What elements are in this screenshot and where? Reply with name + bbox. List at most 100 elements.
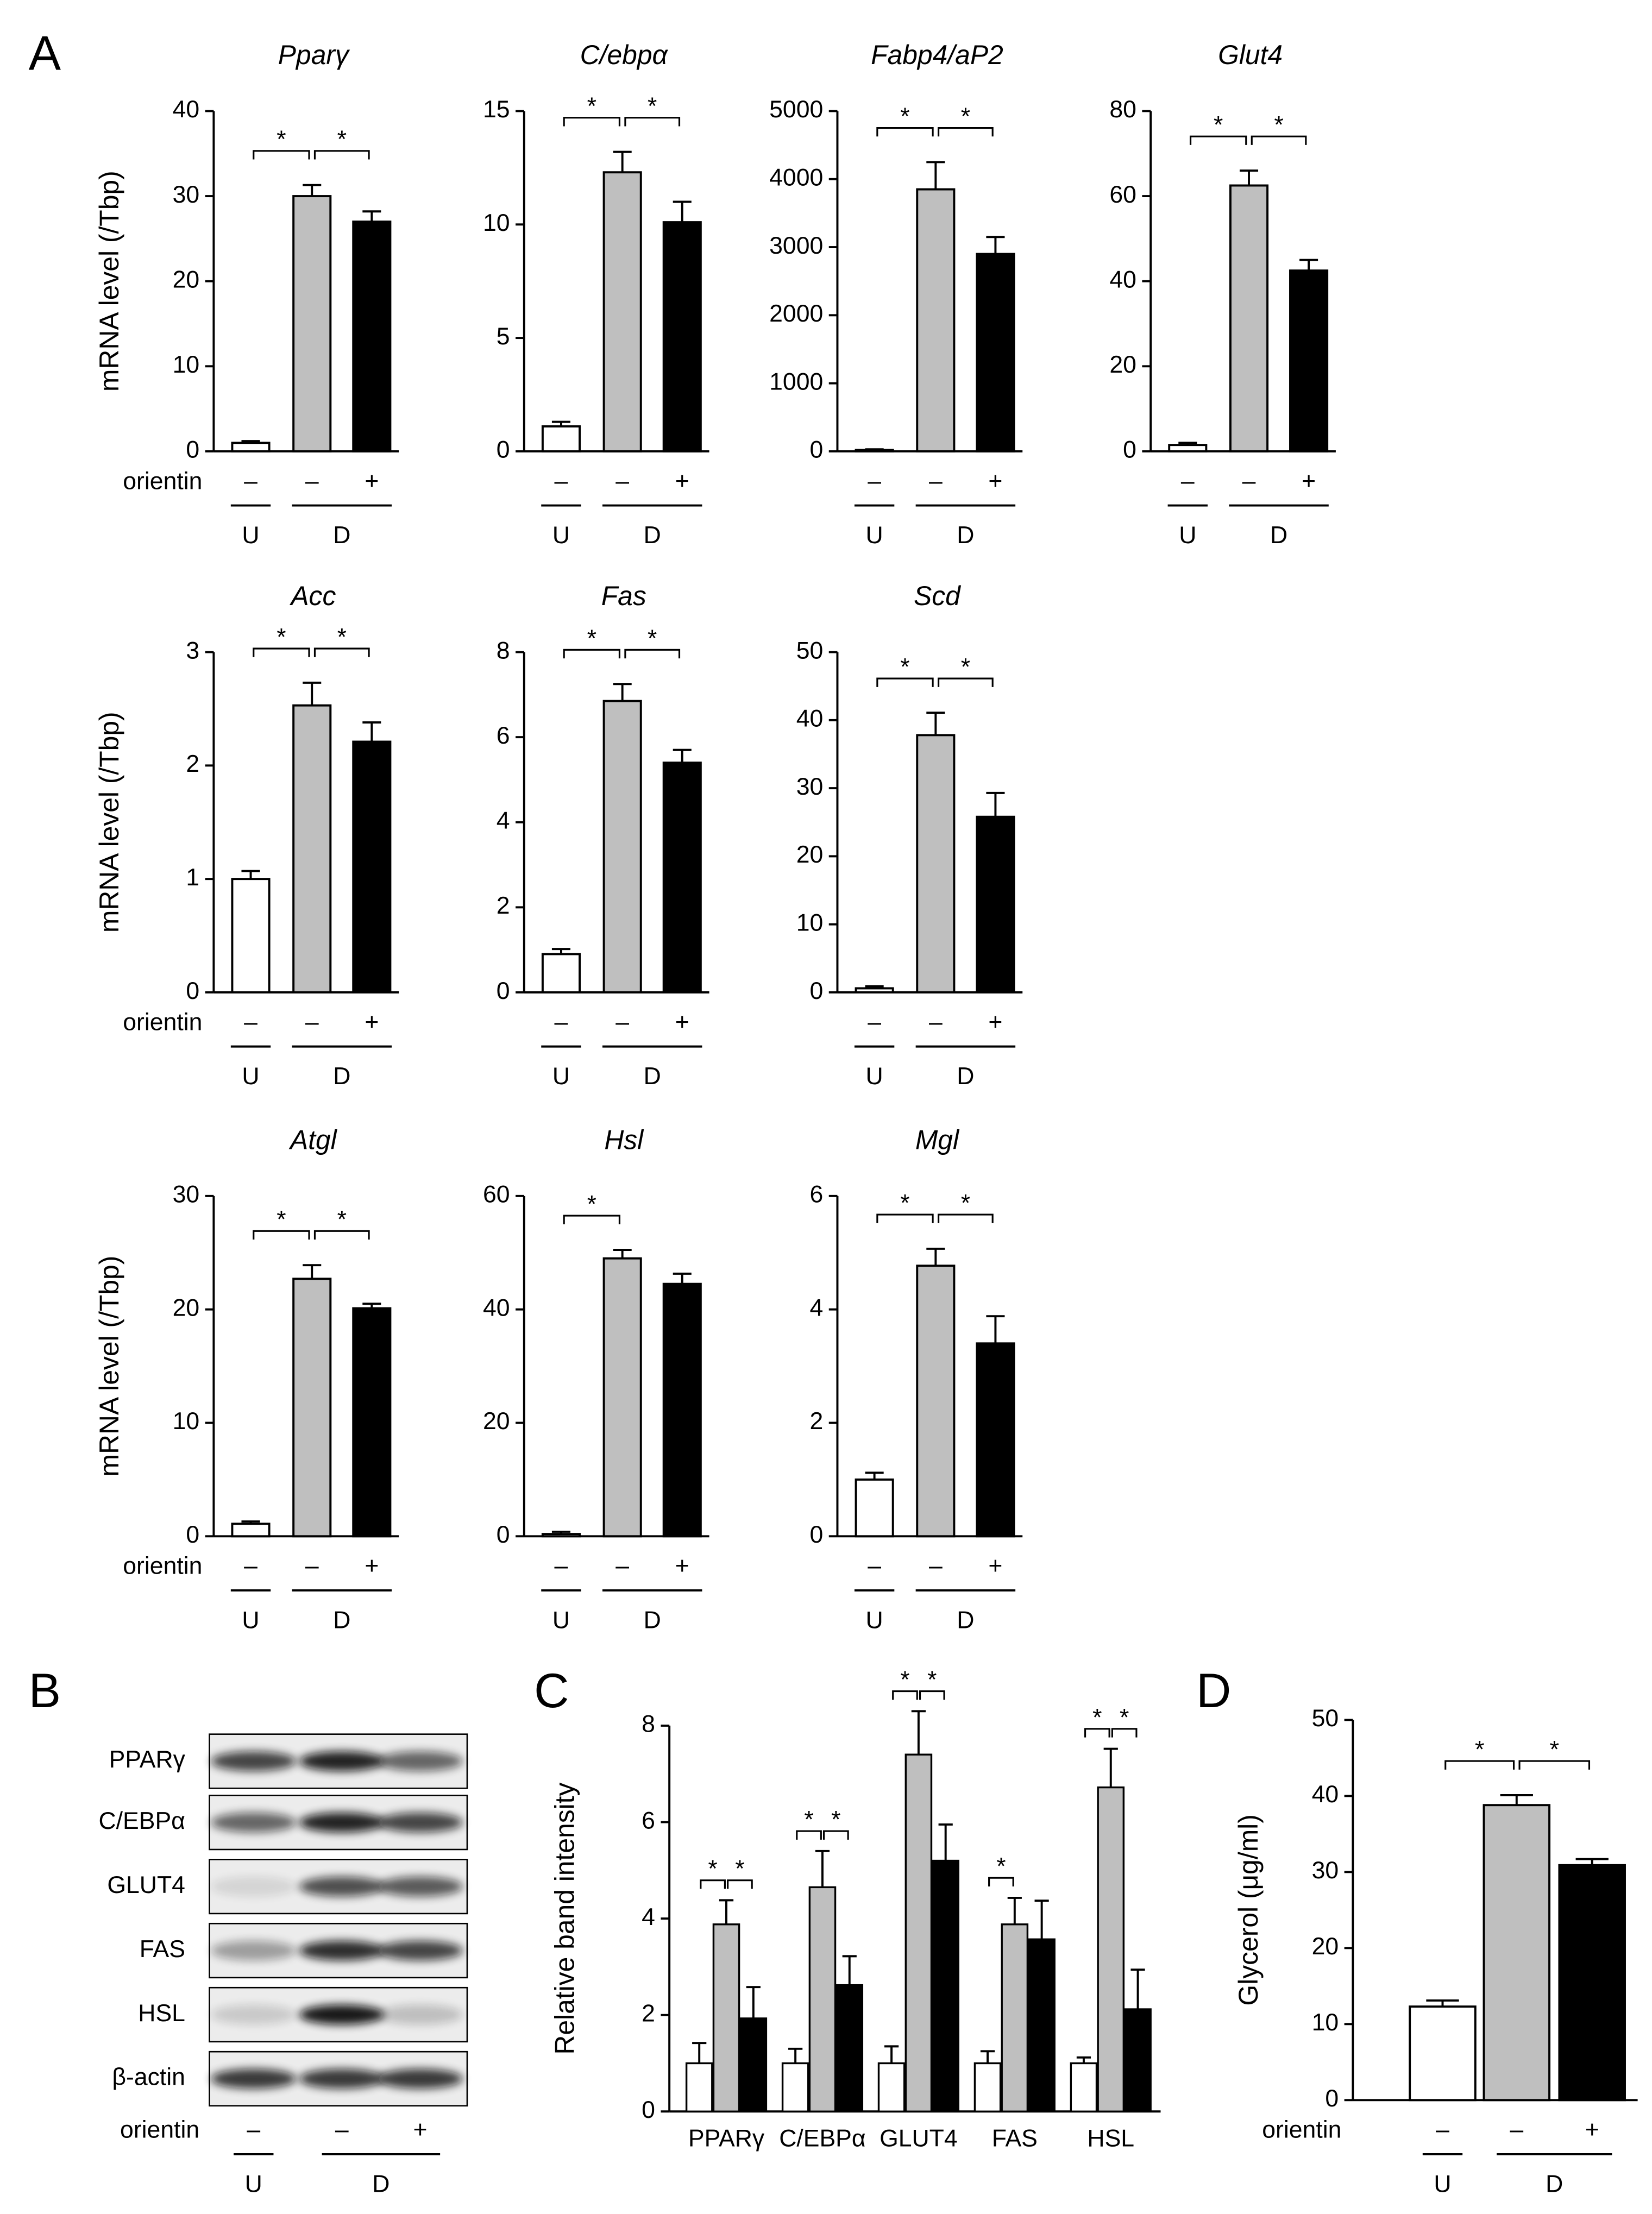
group-label: U — [1179, 522, 1196, 549]
significance-bracket — [1189, 135, 1247, 145]
blot-label: β-actin — [112, 2064, 185, 2091]
bar — [1001, 1923, 1029, 2112]
bar — [712, 1923, 740, 2112]
significance-bracket — [563, 117, 620, 127]
significance-bracket — [1518, 1760, 1591, 1770]
x-tick-label: GLUT4 — [880, 2125, 958, 2152]
treatment-sign: – — [305, 468, 319, 494]
significance-star: * — [900, 103, 909, 130]
significance-star: * — [337, 1206, 347, 1233]
significance-star: * — [831, 1807, 840, 1833]
y-tick-label: 0 — [186, 978, 199, 1004]
group-label: D — [333, 522, 350, 549]
bar — [231, 1523, 271, 1538]
y-tick-label: 2 — [809, 1408, 823, 1435]
chart-title: C/ebpα — [580, 40, 669, 70]
group-label: D — [372, 2171, 390, 2197]
y-tick-label: 6 — [642, 1807, 655, 1834]
y-tick-label: 5 — [497, 323, 510, 350]
blot-band — [299, 2004, 385, 2025]
bar — [916, 188, 956, 452]
significance-star: * — [1092, 1704, 1102, 1731]
blot-label: FAS — [140, 1936, 185, 1963]
y-tick-label: 40 — [173, 96, 200, 123]
y-tick-label: 0 — [642, 2097, 655, 2123]
bar — [916, 1265, 956, 1538]
y-tick-label: 1 — [186, 864, 199, 891]
y-tick-label: 40 — [1109, 266, 1136, 293]
treatment-sign: + — [365, 468, 379, 494]
significance-bracket — [892, 1690, 918, 1700]
bar — [808, 1886, 837, 2112]
bar — [973, 2062, 1002, 2112]
bar — [855, 449, 894, 452]
treatment-sign: – — [555, 1009, 568, 1035]
bar — [662, 1282, 702, 1538]
treatment-sign: + — [365, 1009, 379, 1035]
significance-star: * — [277, 624, 286, 650]
chart-title: Atgl — [288, 1124, 338, 1155]
blot-band — [377, 1751, 463, 1771]
chart-title: Mgl — [915, 1124, 960, 1155]
significance-bracket — [624, 649, 681, 659]
y-tick-label: 30 — [1312, 1857, 1339, 1884]
y-tick-label: 0 — [497, 437, 510, 463]
group-label: D — [957, 1607, 974, 1633]
treatment-label: orientin — [120, 2117, 199, 2143]
group-label: D — [1270, 522, 1287, 549]
significance-star: * — [1475, 1737, 1484, 1763]
bar — [541, 425, 581, 452]
group-label: U — [552, 1607, 570, 1633]
bar — [541, 953, 581, 993]
blot-label: C/EBPα — [98, 1808, 185, 1834]
significance-star: * — [648, 625, 657, 652]
blot-band — [211, 1751, 297, 1771]
y-tick-label: 2 — [642, 2000, 655, 2027]
y-axis-label: mRNA level (/Tbp) — [94, 712, 124, 933]
significance-star: * — [708, 1856, 717, 1882]
group-label: U — [1434, 2171, 1451, 2197]
y-tick-label: 0 — [186, 1521, 199, 1548]
significance-star: * — [587, 93, 596, 119]
bar — [1028, 1938, 1056, 2112]
treatment-sign: – — [868, 1553, 881, 1580]
treatment-sign: – — [929, 1009, 943, 1035]
y-tick-label: 20 — [796, 841, 824, 868]
bar — [685, 2062, 713, 2112]
significance-bracket — [876, 1213, 934, 1223]
significance-star: * — [1120, 1704, 1129, 1731]
blot-band — [299, 1876, 385, 1897]
y-tick-label: 20 — [1312, 1933, 1339, 1960]
y-axis-label: Relative band intensity — [550, 1782, 580, 2054]
bar — [781, 2062, 809, 2112]
y-tick-label: 50 — [796, 637, 824, 664]
y-tick-label: 6 — [497, 722, 510, 749]
y-tick-label: 0 — [809, 437, 823, 463]
group-label: U — [866, 1607, 883, 1633]
treatment-sign: + — [988, 1553, 1002, 1580]
y-tick-label: 0 — [809, 978, 823, 1004]
significance-bracket — [822, 1830, 849, 1840]
significance-star: * — [900, 654, 909, 681]
y-tick-label: 20 — [1109, 351, 1136, 378]
y-tick-label: 40 — [1312, 1781, 1339, 1808]
y-tick-label: 10 — [796, 909, 824, 936]
significance-star: * — [587, 1191, 596, 1218]
blot-band — [211, 1940, 297, 1961]
significance-star: * — [1550, 1737, 1559, 1763]
y-tick-label: 3000 — [769, 232, 823, 259]
bar — [976, 815, 1015, 993]
bar — [1124, 2008, 1152, 2112]
treatment-sign: – — [305, 1553, 319, 1580]
significance-star: * — [961, 1190, 970, 1216]
group-label: U — [866, 1063, 883, 1090]
significance-star: * — [804, 1807, 813, 1833]
bar — [1097, 1786, 1125, 2112]
y-tick-label: 10 — [483, 210, 510, 236]
group-label: D — [644, 1607, 661, 1633]
significance-bracket — [919, 1690, 945, 1700]
significance-bracket — [313, 150, 370, 160]
significance-bracket — [1111, 1728, 1138, 1738]
bar — [877, 2062, 906, 2112]
